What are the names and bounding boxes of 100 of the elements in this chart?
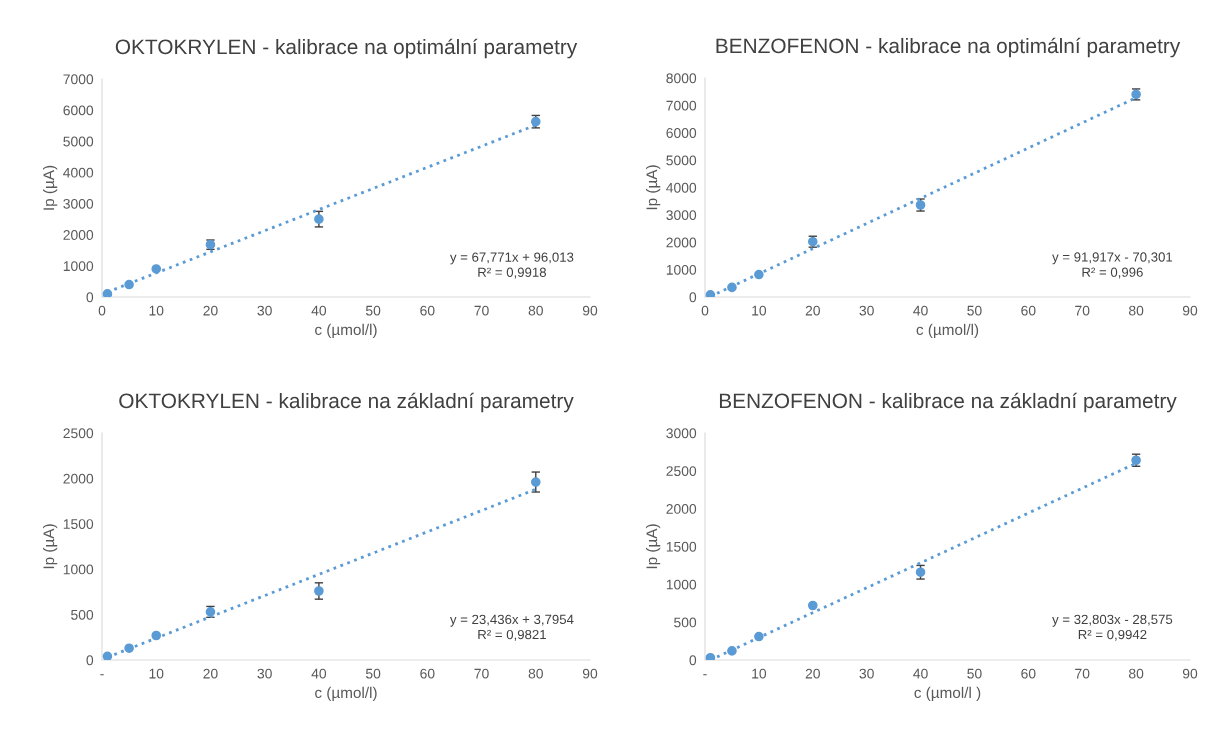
x-tick-label: 70: [474, 305, 489, 316]
x-tick-label: 0: [98, 305, 106, 316]
y-tick-label: 2000: [666, 237, 697, 248]
y-tick-label: 500: [674, 617, 697, 628]
x-tick-label: 80: [528, 305, 543, 316]
point: [705, 652, 716, 660]
x-tick-label: 10: [752, 305, 767, 316]
y-tick-label: 4000: [666, 182, 697, 193]
x-tick-label: 10: [149, 305, 164, 316]
y-tick-label: 0: [86, 292, 94, 303]
x-tick-label: -: [100, 674, 104, 676]
x-tick-label: 80: [1128, 305, 1144, 316]
x-tick-label: 30: [257, 668, 272, 679]
x-tick-label: 90: [1182, 668, 1198, 679]
x-tick-label: 50: [967, 668, 982, 679]
y-tick-label: 1000: [666, 264, 697, 275]
point: [151, 264, 162, 274]
x-tick-label: 60: [420, 305, 435, 316]
annotation: y = 32,803x - 28,575: [1052, 614, 1173, 627]
x-tick-label: 20: [805, 305, 820, 316]
y-tick-label: 8000: [666, 73, 697, 84]
x-tick-label: 60: [1021, 668, 1036, 679]
y-tick-label: 3000: [666, 210, 697, 221]
y-tick-label: 1000: [63, 261, 94, 272]
y-tick-label: 5000: [666, 155, 697, 166]
point: [124, 643, 134, 653]
point: [124, 279, 134, 290]
x-tick-label: 20: [203, 305, 218, 316]
x-axis-title: c (µmol/l ): [914, 686, 981, 702]
y-tick-label: 3000: [666, 428, 697, 439]
x-tick-label: 30: [859, 668, 874, 679]
x-tick-label: 30: [859, 305, 874, 316]
y-tick-label: 3000: [63, 198, 94, 209]
y-tick-label: 5000: [63, 136, 94, 147]
x-tick-label: 70: [1075, 668, 1090, 679]
y-tick-label: 0: [689, 292, 697, 303]
y-tick-label: 1500: [63, 519, 94, 529]
x-tick-label: 20: [203, 668, 218, 679]
y-tick-label: 2500: [63, 428, 94, 439]
x-tick-label: -: [703, 674, 707, 676]
y-tick-label: 6000: [666, 128, 697, 138]
chart-title: OKTOKRYLEN - kalibrace na optimální parametry: [115, 38, 578, 59]
point: [314, 586, 324, 596]
y-tick-label: 0: [86, 655, 94, 666]
annotation: R² = 0,996: [1082, 267, 1143, 279]
annotation: y = 23,436x + 3,7954: [449, 614, 574, 627]
y-tick-label: 1000: [666, 579, 697, 590]
x-tick-label: 90: [582, 668, 598, 679]
y-axis-title: Ip (µA): [42, 524, 58, 569]
x-axis-title: c (µmol/l): [916, 323, 979, 339]
annotation: y = 91,917x - 70,301: [1052, 252, 1173, 265]
y-tick-label: 6000: [63, 105, 94, 116]
y-axis-title: Ip (µA): [645, 524, 661, 569]
x-tick-label: 40: [311, 305, 327, 316]
y-tick-label: 1000: [63, 564, 94, 575]
x-tick-label: 50: [365, 305, 381, 316]
y-tick-label: 2500: [666, 466, 697, 476]
x-tick-label: 40: [913, 305, 928, 316]
x-tick-label: 90: [582, 305, 598, 316]
x-tick-label: 80: [1128, 668, 1144, 679]
x-tick-label: 10: [149, 668, 164, 679]
x-tick-label: 40: [311, 668, 327, 679]
x-tick-label: 60: [1021, 305, 1036, 316]
x-tick-label: 70: [474, 668, 489, 679]
annotation: R² = 0,9821: [478, 629, 546, 641]
x-tick-label: 20: [805, 668, 820, 679]
y-tick-label: 0: [689, 655, 697, 666]
x-tick-label: 60: [420, 668, 435, 679]
annotation: y = 67,771x + 96,013: [449, 252, 574, 265]
point: [314, 214, 324, 224]
x-tick-label: 10: [752, 668, 767, 679]
chart-title: BENZOFENON - kalibrace na základní parametry: [719, 392, 1177, 413]
point: [530, 477, 541, 487]
point: [727, 282, 737, 293]
x-tick-label: 80: [528, 668, 543, 679]
y-tick-label: 1500: [666, 541, 697, 552]
y-tick-label: 7000: [666, 100, 697, 111]
point: [807, 600, 818, 611]
x-tick-label: 40: [913, 668, 928, 679]
point: [102, 651, 113, 660]
point: [754, 269, 764, 280]
y-tick-label: 500: [71, 609, 94, 620]
x-axis-title: c (µmol/l): [315, 686, 377, 702]
y-tick-label: 7000: [63, 74, 94, 85]
chart-title: BENZOFENON - kalibrace na optimální parametry: [716, 37, 1181, 58]
point: [754, 631, 764, 642]
y-tick-label: 2000: [666, 504, 697, 514]
x-tick-label: 90: [1182, 305, 1198, 316]
x-tick-label: 30: [257, 305, 272, 316]
x-axis-title: c (µmol/l): [315, 323, 377, 339]
annotation: R² = 0,9942: [1078, 629, 1147, 641]
x-tick-label: 50: [967, 305, 982, 316]
point: [102, 289, 113, 297]
y-axis-title: Ip (µA): [42, 165, 58, 210]
x-tick-label: 0: [701, 305, 709, 316]
y-axis-title: Ip (µA): [645, 165, 661, 210]
annotation: R² = 0,9918: [478, 267, 547, 279]
chart-title: OKTOKRYLEN - kalibrace na základní parametry: [119, 392, 574, 413]
point: [151, 630, 162, 641]
x-tick-label: 50: [365, 668, 381, 679]
